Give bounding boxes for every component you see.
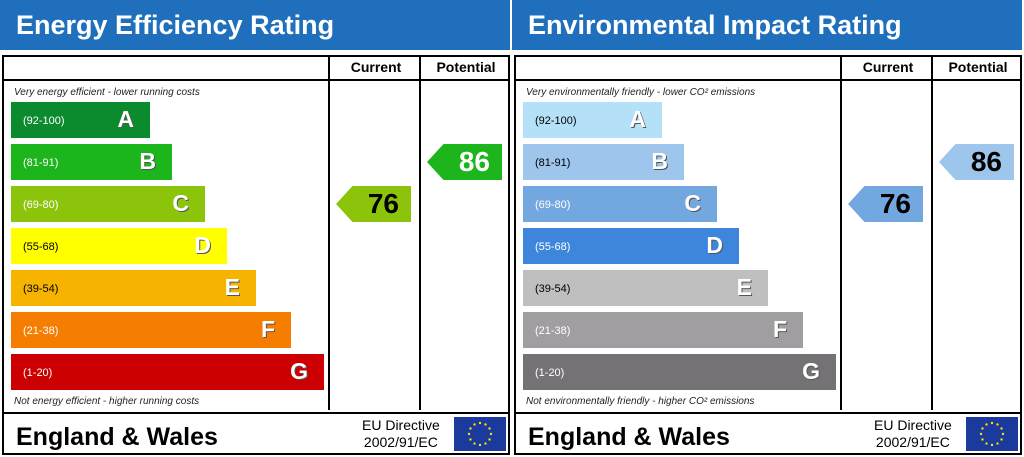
band-range: (1-20)	[23, 367, 53, 379]
directive-line2: 2002/91/EC	[363, 434, 438, 450]
panel-title: Energy Efficiency Rating	[0, 0, 510, 50]
band-letter: G	[290, 358, 308, 384]
band-range: (69-80)	[23, 199, 59, 211]
band-range: (69-80)	[535, 199, 571, 211]
band-range: (39-54)	[535, 283, 571, 295]
band-c: (69-80) C	[523, 186, 717, 222]
band-range: (81-91)	[535, 157, 571, 169]
column-divider	[328, 57, 330, 410]
potential-rating-arrow: 86	[427, 144, 502, 180]
band-range: (21-38)	[23, 325, 59, 337]
band-letter: C	[172, 190, 189, 216]
current-rating-arrow: 76	[336, 186, 411, 222]
band-f: (21-38) F	[523, 312, 803, 348]
band-letter: B	[651, 148, 668, 174]
band-range: (55-68)	[535, 241, 571, 253]
band-letter: E	[736, 274, 752, 300]
potential-rating-arrow: 86	[939, 144, 1014, 180]
current-rating-arrow: 76	[848, 186, 923, 222]
directive-line1: EU Directive	[362, 417, 440, 433]
band-range: (92-100)	[535, 115, 577, 127]
band-d: (55-68) D	[523, 228, 739, 264]
row-divider	[4, 79, 508, 81]
current-header: Current	[862, 59, 914, 75]
band-b: (81-91) B	[11, 144, 172, 180]
eu-flag-icon	[454, 417, 506, 451]
rating-table: Current Potential Very environmentally fri…	[514, 55, 1022, 455]
band-range: (21-38)	[535, 325, 571, 337]
band-g: (1-20) G	[523, 354, 836, 390]
band-a: (92-100) A	[11, 102, 150, 138]
directive-line2: 2002/91/EC	[875, 434, 950, 450]
band-range: (92-100)	[23, 115, 65, 127]
column-divider	[931, 57, 933, 410]
energy-efficiency-panel: Energy Efficiency Rating Current Potential…	[0, 0, 510, 455]
band-g: (1-20) G	[11, 354, 324, 390]
region-label: England & Wales	[16, 423, 218, 451]
row-divider	[516, 412, 1020, 414]
band-letter: D	[194, 232, 211, 258]
band-letter: A	[117, 106, 134, 132]
band-range: (81-91)	[23, 157, 59, 169]
band-letter: A	[629, 106, 646, 132]
eu-directive: EU Directive 2002/91/EC	[362, 417, 440, 451]
band-letter: F	[260, 316, 275, 342]
band-letter: G	[802, 358, 820, 384]
band-e: (39-54) E	[523, 270, 768, 306]
potential-header: Potential	[948, 59, 1008, 75]
bottom-note: Not energy efficient - higher running co…	[14, 396, 200, 407]
potential-header: Potential	[436, 59, 496, 75]
bottom-note: Not environmentally friendly - higher CO…	[526, 396, 755, 407]
rating-table: Current Potential Very energy efficient - …	[2, 55, 510, 455]
band-letter: F	[772, 316, 787, 342]
panel-title: Environmental Impact Rating	[512, 0, 1022, 50]
column-divider	[419, 57, 421, 410]
current-header: Current	[350, 59, 402, 75]
band-e: (39-54) E	[11, 270, 256, 306]
region-label: England & Wales	[528, 423, 730, 451]
environmental-impact-panel: Environmental Impact Rating Current Potent…	[512, 0, 1024, 457]
eu-directive: EU Directive 2002/91/EC	[874, 417, 952, 451]
top-note: Very energy efficient - lower running co…	[14, 87, 200, 98]
band-letter: B	[139, 148, 156, 174]
band-range: (55-68)	[23, 241, 59, 253]
row-divider	[4, 412, 508, 414]
eu-flag-icon	[966, 417, 1018, 451]
band-c: (69-80) C	[11, 186, 205, 222]
band-letter: C	[684, 190, 701, 216]
top-note: Very environmentally friendly - lower CO…	[526, 87, 756, 98]
band-letter: E	[224, 274, 240, 300]
row-divider	[516, 79, 1020, 81]
band-range: (39-54)	[23, 283, 59, 295]
band-range: (1-20)	[535, 367, 565, 379]
band-b: (81-91) B	[523, 144, 684, 180]
band-f: (21-38) F	[11, 312, 291, 348]
directive-line1: EU Directive	[874, 417, 952, 433]
band-d: (55-68) D	[11, 228, 227, 264]
band-a: (92-100) A	[523, 102, 662, 138]
band-letter: D	[706, 232, 723, 258]
column-divider	[840, 57, 842, 410]
